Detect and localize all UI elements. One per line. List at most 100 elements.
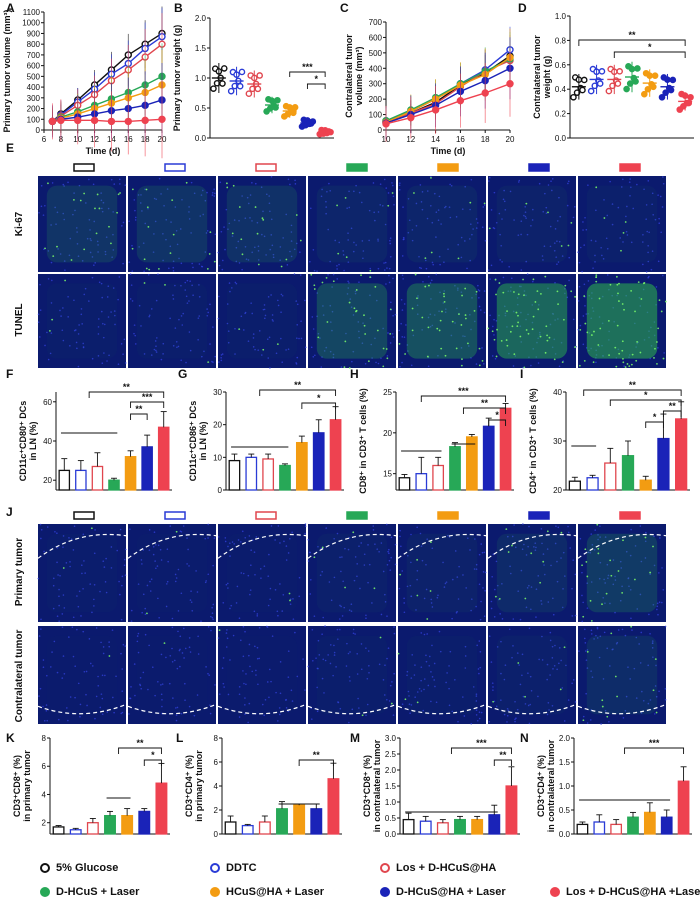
nucleus-speck: [81, 572, 83, 575]
signal-speck: [364, 333, 367, 335]
nucleus-speck: [447, 248, 449, 251]
nucleus-speck: [112, 287, 115, 289]
tumor-boundary: [577, 533, 667, 559]
nucleus-speck: [157, 544, 160, 547]
significance-bracket: [493, 759, 512, 766]
nucleus-speck: [123, 338, 126, 341]
nucleus-speck: [180, 359, 182, 362]
nucleus-speck: [254, 246, 256, 249]
data-point: [238, 68, 246, 76]
nucleus-speck: [279, 246, 282, 248]
signal-speck: [630, 625, 633, 628]
nucleus-speck: [611, 203, 614, 205]
signal-speck: [108, 225, 110, 228]
nucleus-speck: [121, 711, 124, 714]
nucleus-speck: [63, 185, 65, 187]
nucleus-speck: [329, 260, 331, 263]
signal-speck: [583, 295, 586, 297]
signal-speck: [662, 357, 665, 360]
nucleus-speck: [189, 349, 192, 352]
nucleus-speck: [347, 280, 349, 283]
nucleus-speck: [91, 276, 94, 279]
nucleus-speck: [590, 239, 593, 242]
nucleus-speck: [348, 609, 351, 611]
y-axis-title: in contralateral tumor: [546, 739, 556, 832]
nucleus-speck: [657, 260, 660, 263]
signal-speck: [390, 702, 393, 705]
signal-speck: [376, 329, 379, 332]
nucleus-speck: [207, 523, 210, 526]
nucleus-speck: [389, 684, 392, 687]
nucleus-speck: [244, 630, 246, 633]
nucleus-speck: [134, 209, 136, 212]
nucleus-speck: [238, 262, 241, 264]
signal-speck: [542, 560, 545, 563]
nucleus-speck: [249, 217, 251, 219]
nucleus-speck: [491, 575, 493, 578]
nucleus-speck: [389, 237, 392, 239]
nucleus-speck: [658, 690, 660, 693]
nucleus-speck: [392, 336, 395, 338]
data-point: [210, 85, 217, 92]
bar: [586, 477, 599, 491]
nucleus-speck: [93, 605, 95, 607]
signal-overlay: [137, 283, 207, 358]
nucleus-speck: [247, 259, 250, 261]
nucleus-speck: [119, 593, 121, 596]
nucleus-speck: [133, 663, 136, 665]
nucleus-speck: [456, 610, 458, 613]
bar: [471, 818, 484, 835]
significance-label: **: [499, 750, 507, 760]
nucleus-speck: [347, 548, 350, 551]
signal-speck: [522, 278, 524, 281]
nucleus-speck: [190, 590, 192, 592]
nucleus-speck: [179, 665, 181, 668]
nucleus-speck: [317, 545, 319, 548]
nucleus-speck: [415, 224, 418, 227]
nucleus-speck: [506, 326, 508, 328]
signal-speck: [83, 192, 86, 195]
nucleus-speck: [172, 260, 175, 263]
nucleus-speck: [553, 242, 556, 244]
nucleus-speck: [50, 332, 53, 334]
nucleus-speck: [420, 267, 423, 270]
nucleus-speck: [258, 330, 261, 332]
nucleus-speck: [235, 282, 238, 285]
significance-bracket: [578, 39, 686, 46]
nucleus-speck: [248, 702, 251, 705]
bar: [465, 436, 478, 491]
nucleus-speck: [323, 350, 326, 352]
bar: [568, 480, 581, 491]
nucleus-speck: [170, 221, 172, 223]
nucleus-speck: [290, 240, 293, 242]
signal-speck: [660, 310, 663, 313]
group-color-key: [437, 511, 459, 520]
nucleus-speck: [229, 290, 231, 293]
legend-marker-icon: [380, 863, 390, 873]
bar: [677, 780, 690, 835]
nucleus-speck: [40, 185, 43, 187]
nucleus-speck: [244, 704, 246, 706]
signal-speck: [582, 615, 585, 618]
nucleus-speck: [176, 706, 179, 709]
significance-bracket: [645, 421, 664, 428]
nucleus-speck: [542, 259, 544, 261]
x-tick-label: 20: [506, 135, 515, 144]
y-axis-title: in primary tumor: [194, 750, 204, 822]
signal-speck: [597, 547, 600, 550]
nucleus-speck: [67, 181, 69, 184]
signal-speck: [658, 299, 661, 302]
nucleus-speck: [152, 666, 154, 668]
group-color-key: [528, 163, 550, 172]
signal-overlay: [226, 185, 298, 263]
nucleus-speck: [525, 606, 528, 609]
scale-bar: [676, 614, 686, 617]
tumor-boundary: [37, 703, 127, 715]
nucleus-speck: [171, 626, 174, 629]
y-tick-label: 1.0: [385, 798, 397, 807]
signal-speck: [614, 346, 617, 349]
significance-label: ***: [476, 738, 487, 748]
nucleus-speck: [86, 237, 89, 240]
nucleus-speck: [279, 583, 281, 585]
nucleus-speck: [524, 205, 527, 208]
